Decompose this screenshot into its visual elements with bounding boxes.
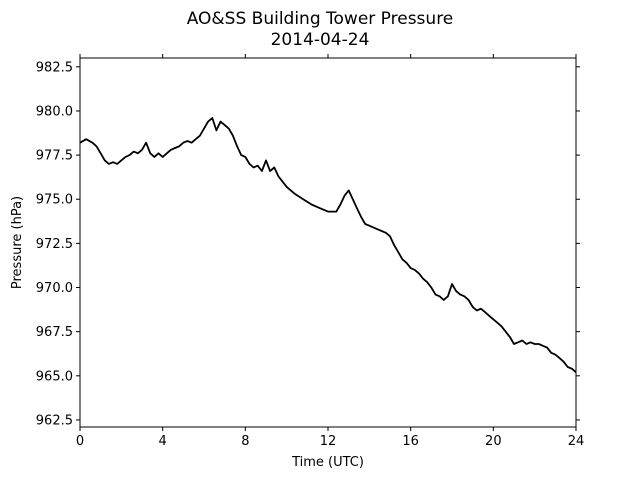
x-tick-label: 0: [76, 434, 84, 449]
x-ticks: 0 4 8 12 16 20 24: [76, 54, 584, 449]
plot-frame: [79, 57, 577, 428]
y-tick-label: 980.0: [36, 104, 73, 119]
y-tick-label: 982.5: [36, 60, 73, 75]
y-axis-label: Pressure (hPa): [10, 196, 25, 289]
x-tick-label: 16: [402, 434, 419, 449]
y-ticks: 962.5 965.0 967.5 970.0 972.5 975.0 977.5 980.0…: [36, 60, 580, 428]
y-tick-label: 962.5: [36, 413, 73, 428]
x-tick-label: 20: [485, 434, 502, 449]
y-tick-label: 975.0: [36, 193, 73, 208]
x-tick-label: 12: [320, 434, 337, 449]
series-layer: [79, 117, 577, 373]
y-tick-label: 972.5: [36, 237, 73, 252]
y-tick-label: 965.0: [36, 369, 73, 384]
x-tick-label: 24: [568, 434, 585, 449]
x-axis-label: Time (UTC): [291, 455, 364, 470]
series-line-0: [79, 117, 577, 373]
x-tick-label: 4: [159, 434, 167, 449]
y-tick-label: 977.5: [36, 149, 73, 164]
y-tick-label: 970.0: [36, 281, 73, 296]
x-tick-label: 8: [241, 434, 249, 449]
chart-subtitle: 2014-04-24: [271, 30, 370, 50]
chart-title: AO&SS Building Tower Pressure: [187, 9, 454, 29]
y-tick-label: 967.5: [36, 325, 73, 340]
